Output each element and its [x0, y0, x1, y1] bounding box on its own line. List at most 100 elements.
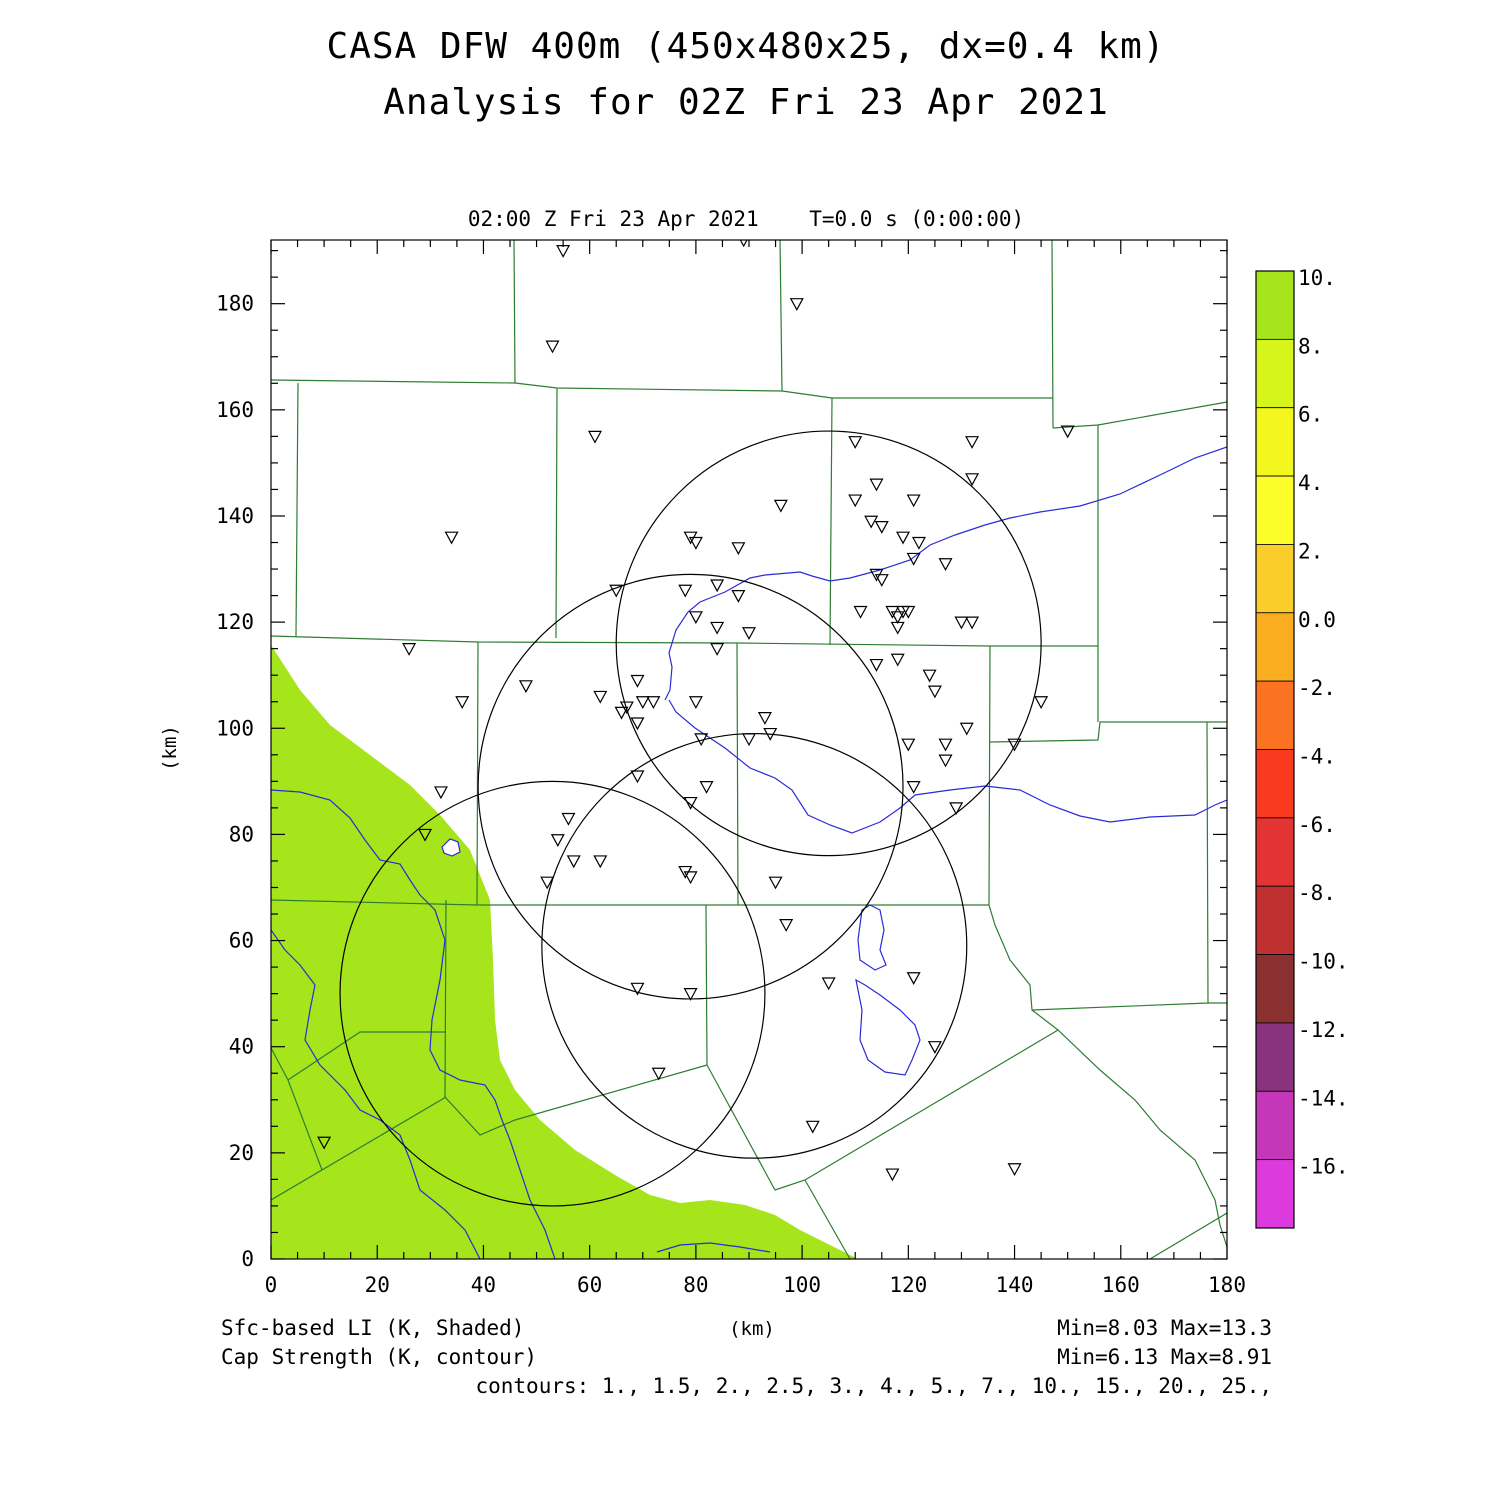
station-marker	[678, 584, 693, 598]
y-tick-label: 40	[229, 1035, 254, 1059]
station-marker	[566, 855, 581, 869]
range-ring-1	[615, 430, 1042, 857]
colorbar-label: 8.	[1298, 334, 1323, 358]
station-marker	[710, 621, 725, 635]
station-marker	[906, 781, 921, 794]
station-marker	[518, 680, 533, 694]
y-tick-label: 180	[216, 292, 254, 316]
colorbar-swatch	[1255, 885, 1295, 955]
range-ring-4	[339, 780, 766, 1207]
station-marker	[896, 531, 911, 545]
station-marker	[789, 298, 804, 311]
station-marker	[710, 643, 725, 656]
colorbar-label: 4.	[1298, 471, 1323, 495]
colorbar-swatch	[1255, 817, 1295, 887]
station-marker	[545, 340, 560, 354]
station-marker	[911, 536, 926, 550]
colorbar-swatch	[1255, 749, 1295, 819]
title-line-1: CASA DFW 400m (450x480x25, dx=0.4 km)	[327, 26, 1166, 67]
station-marker	[688, 611, 703, 625]
colorbar-label: -12.	[1298, 1018, 1349, 1042]
x-tick-label: 180	[1208, 1273, 1246, 1297]
station-marker	[1007, 1163, 1022, 1177]
li-shaded-region	[271, 645, 858, 1259]
station-marker	[444, 531, 459, 545]
station-marker	[646, 696, 661, 709]
rivers	[271, 446, 1227, 1259]
colorbar-label: -6.	[1298, 813, 1336, 837]
colorbar-swatch	[1255, 475, 1295, 545]
x-tick-label: 20	[365, 1273, 390, 1297]
station-marker	[954, 616, 969, 630]
x-tick-label: 40	[471, 1273, 496, 1297]
y-tick-label: 140	[216, 504, 254, 528]
colorbar-swatch	[1255, 338, 1295, 409]
station-marker	[821, 977, 836, 991]
station-marker	[630, 674, 645, 688]
colorbar-swatch	[1255, 680, 1295, 750]
station-marker	[561, 812, 576, 826]
colorbar-label: -16.	[1298, 1155, 1349, 1179]
station-marker	[317, 1136, 332, 1150]
station-marker	[593, 855, 608, 869]
station-marker	[959, 722, 974, 736]
axis-tick-labels: 0 20 40 60 80 100 120 140 160 180 0 20 40 60 80 100 120 1…	[216, 292, 1246, 1297]
station-marker	[593, 690, 608, 704]
shaded-field-label: Sfc-based LI (K, Shaded)	[221, 1316, 524, 1340]
station-marker	[556, 245, 571, 258]
y-tick-label: 20	[229, 1141, 254, 1165]
station-marker	[927, 1041, 942, 1054]
y-tick-label: 120	[216, 610, 254, 634]
station-marker	[906, 972, 921, 985]
colorbar-swatch	[1255, 1159, 1295, 1229]
shaded-minmax: Min=8.03 Max=13.3	[1057, 1316, 1272, 1340]
station-marker	[938, 738, 953, 752]
y-tick-label: 100	[216, 716, 254, 740]
station-marker	[540, 876, 555, 890]
y-tick-label: 160	[216, 398, 254, 422]
station-marker	[614, 706, 629, 720]
colorbar-label: -10.	[1298, 950, 1349, 974]
plot-area	[271, 240, 1227, 1259]
station-marker	[630, 717, 645, 731]
y-tick-label: 0	[241, 1247, 254, 1271]
colorbar-swatch	[1255, 407, 1295, 477]
station-marker	[741, 733, 757, 747]
station-marker	[890, 621, 905, 635]
colorbar-label: 10.	[1298, 266, 1336, 290]
station-marker	[874, 520, 889, 534]
y-tick-label: 60	[229, 929, 254, 953]
time-label: 02:00 Z Fri 23 Apr 2021 T=0.0 s (0:00:00…	[468, 207, 1024, 231]
station-marker	[550, 834, 565, 847]
station-marker	[630, 770, 645, 784]
station-marker	[763, 727, 778, 741]
station-marker	[688, 696, 703, 709]
colorbar-label: -8.	[1298, 881, 1336, 905]
station-marker	[455, 696, 470, 709]
x-tick-label: 160	[1102, 1273, 1140, 1297]
station-marker	[869, 478, 884, 492]
colorbar-swatch	[1255, 954, 1295, 1024]
station-marker	[1007, 738, 1022, 752]
station-marker	[731, 589, 746, 603]
station-marker	[927, 685, 942, 699]
station-marker	[587, 430, 602, 444]
colorbar-label: -4.	[1298, 745, 1336, 769]
station-marker	[773, 499, 788, 513]
station-marker	[848, 436, 863, 449]
station-marker	[874, 574, 889, 587]
station-marker	[848, 494, 863, 508]
station-marker	[768, 876, 783, 890]
station-marker	[965, 473, 980, 487]
station-marker	[694, 733, 709, 747]
station-marker	[741, 627, 757, 640]
station-marker	[630, 982, 645, 996]
station-marker	[864, 515, 879, 529]
station-marker	[938, 558, 953, 571]
station-marker	[890, 653, 905, 667]
colorbar-swatch	[1255, 612, 1295, 682]
station-marker	[965, 436, 980, 449]
colorbar-swatch	[1255, 1090, 1295, 1161]
station-marker	[1060, 425, 1075, 439]
